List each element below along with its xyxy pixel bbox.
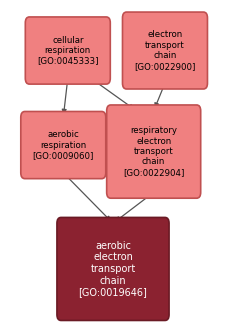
FancyBboxPatch shape (21, 111, 105, 179)
FancyBboxPatch shape (106, 105, 200, 198)
FancyBboxPatch shape (25, 17, 110, 84)
Text: respiratory
electron
transport
chain
[GO:0022904]: respiratory electron transport chain [GO… (122, 126, 184, 177)
Text: aerobic
electron
transport
chain
[GO:0019646]: aerobic electron transport chain [GO:001… (78, 241, 147, 297)
Text: electron
transport
chain
[GO:0022900]: electron transport chain [GO:0022900] (134, 30, 195, 71)
FancyBboxPatch shape (122, 12, 207, 89)
FancyBboxPatch shape (57, 217, 168, 320)
Text: cellular
respiration
[GO:0045333]: cellular respiration [GO:0045333] (37, 36, 98, 66)
Text: aerobic
respiration
[GO:0009060]: aerobic respiration [GO:0009060] (32, 130, 94, 160)
